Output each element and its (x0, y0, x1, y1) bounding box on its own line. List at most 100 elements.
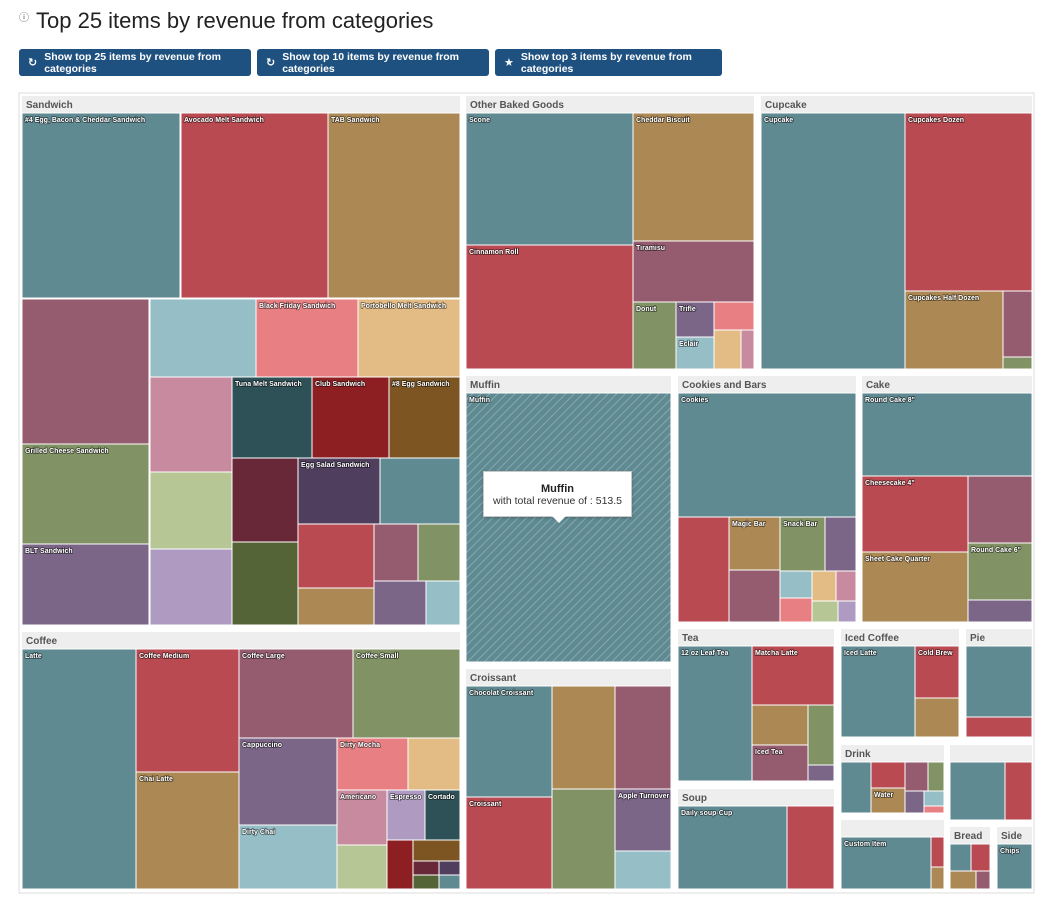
treemap-cell-croissant-item[interactable] (551, 685, 616, 790)
category-header-tea[interactable] (678, 629, 834, 646)
treemap-cell-coffee-medium[interactable] (135, 648, 240, 773)
treemap-cell-cake-item[interactable] (967, 475, 1033, 544)
treemap-cell-eclair[interactable] (675, 336, 715, 370)
treemap-cell-cookies[interactable] (677, 392, 857, 518)
treemap-cell-sheet-cake-quarter[interactable] (861, 551, 969, 623)
treemap-cell-sandwich-item[interactable] (149, 548, 233, 626)
treemap-cell-cake-item[interactable] (967, 599, 1033, 623)
treemap-cell-coffee-item[interactable] (438, 860, 461, 876)
treemap-cell-cookies-and-bars-item[interactable] (779, 597, 813, 623)
treemap-cell-coffee-small[interactable] (352, 648, 461, 739)
treemap-cell-cookies-and-bars-item[interactable] (677, 516, 730, 623)
treemap-cell-latte[interactable] (21, 648, 137, 890)
treemap-cell-other-baked-goods-item[interactable] (713, 301, 755, 331)
treemap-cell-sandwich-item[interactable] (373, 523, 419, 582)
treemap-cell-blt-sandwich[interactable] (21, 543, 150, 626)
treemap-cell-iced-tea[interactable] (751, 744, 809, 782)
treemap-cell-item-item[interactable] (930, 836, 945, 868)
treemap-cell-tab-sandwich[interactable] (327, 112, 461, 299)
treemap-cell-dirty-chai[interactable] (238, 824, 338, 890)
treemap-cell-black-friday-sandwich[interactable] (255, 298, 359, 378)
treemap-cell-cheddar-biscuit[interactable] (632, 112, 755, 242)
treemap-cell-americano[interactable] (336, 789, 388, 846)
treemap-cell-sandwich-item[interactable] (231, 457, 299, 543)
treemap-cell-pie-item[interactable] (965, 716, 1033, 738)
treemap-cell-cookies-and-bars-item[interactable] (779, 570, 813, 599)
treemap-cell-cappuccino[interactable] (238, 737, 338, 826)
treemap-cell-cheesecake-4[interactable] (861, 475, 969, 553)
treemap-cell-cookies-and-bars-item[interactable] (835, 570, 857, 602)
treemap-cell-cookies-and-bars-item[interactable] (811, 600, 839, 623)
treemap-cell-drink-item[interactable] (923, 790, 945, 807)
treemap-cell-drink-item[interactable] (840, 761, 872, 814)
treemap-cell-sandwich-item[interactable] (297, 587, 375, 626)
category-header-croissant[interactable] (466, 669, 671, 686)
category-header-sandwich[interactable] (22, 96, 460, 113)
treemap-cell-egg-salad-sandwich[interactable] (297, 457, 381, 525)
category-header-other-baked-goods[interactable] (466, 96, 754, 113)
treemap-cell-apple-turnover[interactable] (614, 788, 672, 852)
treemap-cell-chips[interactable] (996, 843, 1033, 890)
treemap-cell-item-item[interactable] (930, 866, 945, 890)
treemap-cell-sandwich-item[interactable] (149, 471, 233, 550)
treemap-cell-drink-item[interactable] (904, 790, 925, 814)
treemap-cell-coffee-item[interactable] (438, 874, 461, 890)
category-header-soup[interactable] (678, 789, 834, 806)
category-header-drink[interactable] (841, 745, 944, 762)
treemap-cell-sandwich-item[interactable] (379, 457, 461, 525)
treemap-cell-bread-item[interactable] (949, 843, 972, 872)
treemap-cell-chocolat-croissant[interactable] (465, 685, 553, 798)
treemap-cell-cookies-and-bars-item[interactable] (824, 516, 857, 572)
treemap-cell-drink-item[interactable] (927, 761, 945, 792)
treemap-cell-coffee-item[interactable] (386, 839, 414, 890)
treemap-cell-iced-latte[interactable] (840, 645, 916, 738)
treemap-cell-cookies-and-bars-item[interactable] (811, 570, 837, 602)
show-top-10-button[interactable]: ↻ Show top 10 items by revenue from cate… (257, 49, 489, 76)
treemap-cell-club-sandwich[interactable] (311, 376, 390, 459)
category-header-cake[interactable] (862, 376, 1032, 393)
category-header-pie[interactable] (966, 629, 1032, 646)
category-header-muffin[interactable] (466, 376, 671, 393)
treemap-cell-coffee-item[interactable] (412, 839, 461, 862)
treemap-cell-water[interactable] (870, 787, 906, 814)
treemap-cell-tuna-melt-sandwich[interactable] (231, 376, 313, 459)
treemap-cell-cookies-and-bars-item[interactable] (837, 600, 857, 623)
treemap-cell-12-oz-leaf-tea[interactable] (677, 645, 753, 782)
treemap-cell-tea-item[interactable] (751, 704, 809, 746)
treemap-cell-pie-item[interactable] (965, 645, 1033, 718)
info-circle-icon[interactable]: ⓘ (19, 13, 29, 24)
treemap-cell-4-egg-bacon-cheddar-sandwich[interactable] (21, 112, 181, 299)
treemap-cell-chai-latte[interactable] (135, 771, 240, 890)
treemap-cell-sandwich-item[interactable] (149, 298, 257, 378)
treemap-cell-muffin[interactable] (465, 392, 672, 663)
category-header-cookies-and-bars[interactable] (678, 376, 856, 393)
treemap-cell-8-egg-sandwich[interactable] (388, 376, 461, 459)
treemap-cell-sandwich-item[interactable] (297, 523, 375, 589)
treemap-cell-snack-bar[interactable] (779, 516, 826, 572)
treemap-cell-sandwich-item[interactable] (149, 376, 233, 473)
treemap-cell-scone[interactable] (465, 112, 634, 246)
treemap-cell-croissant[interactable] (465, 796, 553, 890)
category-header-item[interactable] (841, 820, 944, 837)
treemap-cell-daily-soup-cup[interactable] (677, 805, 788, 890)
treemap-cell-cookies-and-bars-item[interactable] (728, 569, 781, 623)
treemap-cell-cupcakes-dozen[interactable] (904, 112, 1033, 292)
treemap-cell-sandwich-item[interactable] (373, 580, 427, 626)
treemap-cell-soup-item[interactable] (786, 805, 835, 890)
category-header-iced-coffee[interactable] (841, 629, 959, 646)
treemap-cell-other-baked-goods-item[interactable] (713, 329, 742, 370)
treemap-cell-coffee-item[interactable] (412, 860, 440, 876)
treemap-cell-tea-item[interactable] (807, 704, 835, 766)
show-top-25-button[interactable]: ↻ Show top 25 items by revenue from cate… (19, 49, 251, 76)
treemap-cell-sandwich-item[interactable] (417, 523, 461, 582)
treemap-cell-drink-item[interactable] (870, 761, 906, 789)
category-header-unlabeled[interactable] (950, 745, 1032, 762)
category-header-bread[interactable] (950, 827, 990, 844)
treemap-cell-unlabeled-item[interactable] (949, 761, 1006, 821)
treemap-cell-coffee-item[interactable] (412, 874, 440, 890)
treemap-cell-croissant-item[interactable] (614, 850, 672, 890)
show-top-3-button[interactable]: ★ Show top 3 items by revenue from categ… (495, 49, 722, 76)
treemap-cell-round-cake-8[interactable] (861, 392, 1033, 477)
treemap-cell-coffee-large[interactable] (238, 648, 354, 739)
treemap-cell-bread-item[interactable] (949, 870, 977, 890)
